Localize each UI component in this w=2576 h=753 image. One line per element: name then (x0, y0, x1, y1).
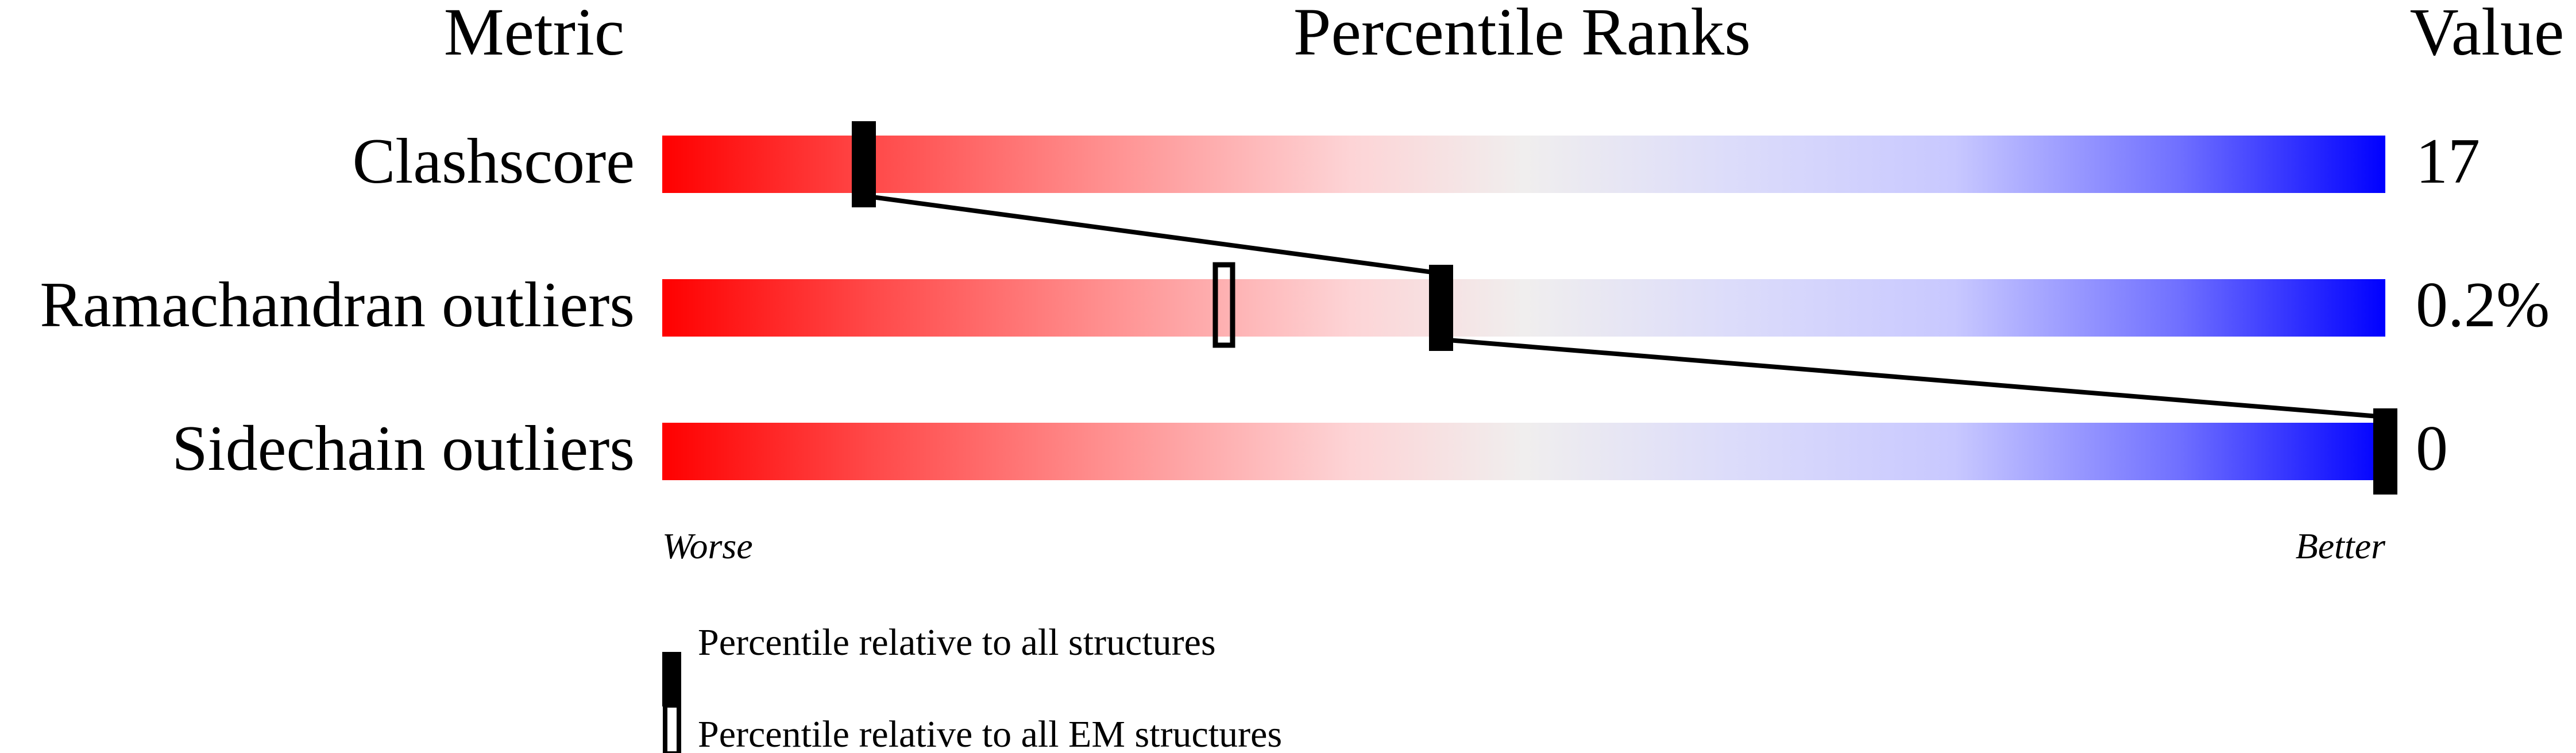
percentile-all-marker (2373, 408, 2397, 495)
axis-label-better: Better (2296, 526, 2386, 566)
percentile-all-marker (1429, 265, 1453, 351)
axis-label-worse: Worse (662, 526, 753, 566)
header-value: Value (2410, 0, 2565, 69)
legend-filled-marker (662, 652, 681, 706)
percentile-all-marker (852, 121, 876, 207)
metric-value: 0 (2416, 413, 2448, 484)
connector-line (863, 194, 1442, 276)
metric-label: Clashscore (353, 126, 635, 197)
percentile-em-marker (1212, 262, 1235, 348)
legend-label-all: Percentile relative to all structures (698, 621, 1216, 663)
connector-line (1440, 337, 2386, 419)
metric-value: 0.2% (2416, 269, 2550, 341)
metric-value: 17 (2416, 126, 2480, 197)
legend-label-em: Percentile relative to all EM structures (698, 713, 1282, 753)
gradient-bar (662, 279, 2385, 337)
header-percentile-ranks: Percentile Ranks (1293, 0, 1751, 69)
gradient-bar (662, 423, 2385, 480)
gradient-bar (662, 136, 2385, 193)
metric-label: Sidechain outliers (172, 413, 635, 484)
metric-label: Ramachandran outliers (40, 269, 635, 341)
header-metric: Metric (444, 0, 625, 69)
legend-outline-marker (663, 703, 681, 753)
